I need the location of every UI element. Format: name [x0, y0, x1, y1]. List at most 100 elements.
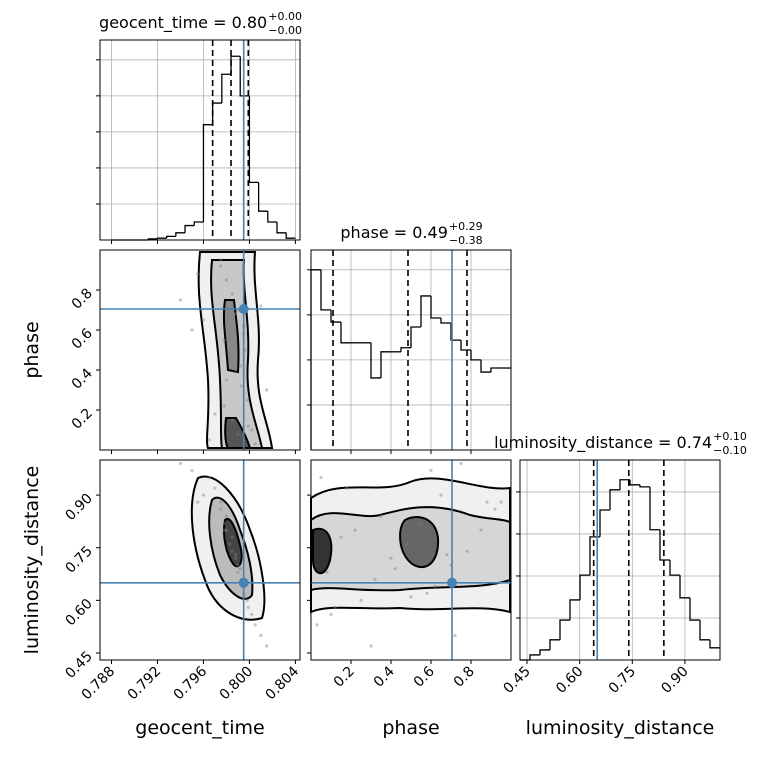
sample-point — [236, 432, 240, 436]
histogram-step — [450, 322, 461, 341]
panel-frame — [310, 459, 512, 661]
sample-point — [379, 514, 383, 518]
histogram-step — [193, 221, 204, 226]
panel-title: geocent_time = 0.80 +0.00−0.00 — [99, 10, 302, 37]
x-tick-label: 0.75 — [606, 664, 639, 697]
histogram-step — [709, 639, 720, 649]
y-tick-label: 0.45 — [62, 648, 95, 681]
sample-point — [222, 338, 226, 342]
histogram-step — [559, 619, 570, 640]
sample-point — [201, 493, 206, 497]
sample-point — [224, 514, 229, 518]
sample-point — [373, 577, 377, 581]
panel-title: luminosity_distance = 0.74 +0.10−0.10 — [494, 430, 747, 457]
title-upper: +0.29 — [449, 220, 483, 233]
title: phase = 0.49 — [340, 223, 447, 242]
histogram-step — [211, 102, 222, 125]
sample-point — [329, 612, 333, 616]
sample-point — [224, 378, 229, 382]
histogram-step — [221, 73, 232, 104]
contour — [223, 517, 243, 568]
histogram-step — [202, 124, 213, 222]
sample-point — [219, 500, 223, 504]
title: geocent_time = 0.80 — [99, 13, 267, 33]
sample-point — [425, 591, 429, 595]
sample-point — [433, 584, 437, 588]
sample-point — [453, 633, 457, 638]
sample-point — [207, 438, 211, 442]
title-upper: +0.10 — [713, 430, 747, 443]
histogram-step — [440, 318, 451, 324]
y-tick-label: 0.2 — [69, 406, 96, 433]
histogram-step — [276, 221, 287, 234]
sample-point — [325, 570, 329, 574]
contour — [399, 516, 440, 569]
title-lower: −0.10 — [713, 444, 747, 457]
histogram-step — [184, 224, 195, 233]
histogram-step — [679, 575, 690, 599]
sample-point — [246, 424, 250, 428]
sample-point — [245, 598, 249, 602]
x-axis-label: phase — [382, 717, 439, 739]
y-tick-label: 0.90 — [62, 491, 95, 524]
sample-point — [234, 368, 238, 372]
sample-point — [228, 542, 232, 546]
histogram-step — [248, 95, 259, 183]
y-tick-label: 0.8 — [69, 286, 96, 313]
sample-point — [219, 258, 223, 262]
truth-point — [238, 304, 249, 314]
histogram-step — [410, 326, 421, 348]
histogram-step — [340, 322, 351, 344]
histogram-step — [400, 347, 411, 352]
sample-point — [393, 567, 397, 571]
sample-point — [253, 442, 257, 446]
sample-point — [319, 475, 323, 480]
sample-point — [230, 292, 234, 296]
sample-point — [265, 644, 269, 648]
contour — [222, 299, 240, 374]
x-tick-label: 0.90 — [658, 664, 691, 697]
panel-frame — [99, 459, 301, 661]
sample-point — [499, 500, 503, 504]
sample-point — [339, 535, 343, 539]
sample-point — [190, 468, 194, 473]
sample-point — [222, 404, 226, 408]
histogram-step — [370, 342, 381, 379]
histogram-step — [285, 232, 296, 239]
sample-point — [201, 318, 206, 322]
sample-point — [259, 304, 263, 308]
sample-point — [190, 328, 194, 332]
panel-frame — [519, 459, 721, 661]
histogram-step — [539, 649, 550, 655]
histogram-step — [267, 211, 278, 223]
x-tick-label: 0.2 — [331, 664, 358, 691]
histogram-step — [649, 486, 660, 531]
histogram-step — [380, 351, 391, 378]
sample-point — [234, 553, 238, 557]
sample-point — [333, 605, 337, 609]
truth-point — [238, 577, 249, 588]
sample-point — [465, 549, 469, 553]
sample-point — [178, 298, 183, 302]
sample-point — [250, 612, 254, 616]
sample-point — [228, 352, 232, 356]
histogram-step — [599, 509, 610, 537]
x-tick-label: 0.6 — [411, 663, 438, 690]
title-lower: −0.00 — [268, 24, 302, 37]
sample-point — [245, 398, 249, 402]
x-axis-label: geocent_time — [135, 717, 264, 739]
histogram-step — [529, 654, 540, 660]
title-upper: +0.00 — [268, 10, 302, 23]
histogram-step — [230, 55, 241, 75]
sample-point — [234, 556, 238, 560]
sample-point — [196, 272, 200, 276]
sample-point — [224, 528, 229, 532]
histogram-step — [619, 479, 630, 490]
sample-point — [238, 567, 242, 571]
x-tick-label: 0.8 — [451, 664, 478, 691]
sample-point — [485, 500, 489, 504]
x-tick-label: 0.804 — [263, 663, 303, 703]
sample-point — [222, 528, 226, 532]
histogram-step — [480, 359, 491, 373]
